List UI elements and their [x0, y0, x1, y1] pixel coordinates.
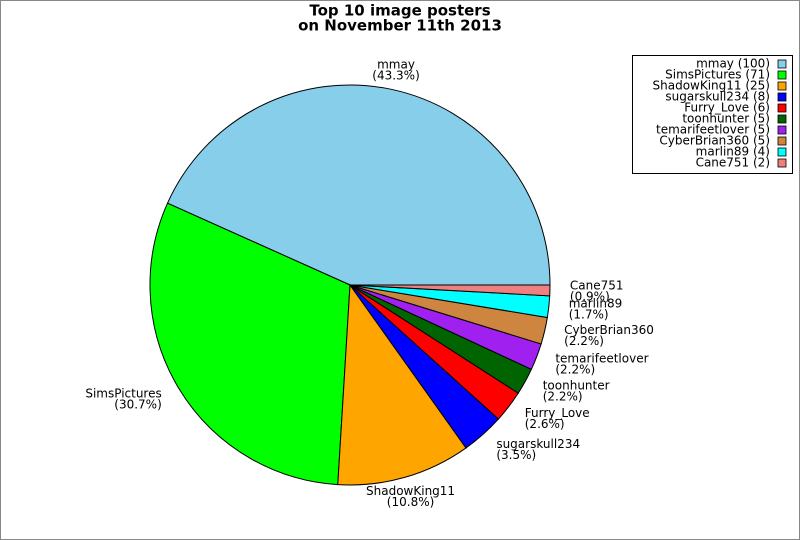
legend-label: SimsPictures (71) [665, 68, 770, 82]
legend-label: sugarskull234 (8) [665, 90, 770, 104]
legend-swatch [777, 158, 787, 168]
pie-slice [337, 283, 467, 486]
legend-label: temarifeetlover (5) [656, 123, 770, 137]
slice-label: mmay [377, 57, 415, 71]
slice-percent: (2.2%) [555, 362, 595, 376]
slice-label: ShadowKing11 [366, 484, 455, 498]
slice-percent: (43.3%) [372, 68, 419, 82]
legend-swatch [777, 92, 787, 102]
slice-percent: (10.8%) [387, 495, 434, 509]
legend-swatch [777, 125, 787, 135]
pie-slice [166, 84, 551, 286]
pie-slice [149, 202, 351, 486]
legend-box [632, 55, 793, 174]
chart-title: Top 10 image posters [309, 2, 490, 20]
legend-swatch [777, 114, 787, 124]
slice-label: temarifeetlover [555, 351, 648, 365]
slice-percent: (2.2%) [564, 334, 604, 348]
slice-percent: (2.6%) [525, 417, 565, 431]
legend-swatch [777, 136, 787, 146]
chart-subtitle: on November 11th 2013 [298, 17, 502, 35]
pie-slice [349, 284, 551, 297]
slice-percent: (2.2%) [543, 390, 583, 404]
legend-label: Furry_Love (6) [684, 101, 770, 115]
slice-label: sugarskull234 [496, 437, 580, 451]
slice-percent: (3.5%) [496, 448, 536, 462]
slice-label: Cane751 [570, 278, 624, 292]
legend-label: mmay (100) [696, 57, 770, 71]
legend-label: toonhunter (5) [682, 112, 770, 126]
legend-swatch [777, 70, 787, 80]
slice-label: marlin89 [569, 296, 623, 310]
legend-label: marlin89 (4) [696, 145, 770, 159]
slice-percent: (30.7%) [114, 397, 161, 411]
slice-label: SimsPictures [85, 386, 161, 400]
legend-swatch [777, 103, 787, 113]
legend-swatch [777, 59, 787, 69]
legend-swatch [777, 147, 787, 157]
legend-label: CyberBrian360 (5) [659, 134, 770, 148]
legend-swatch [777, 81, 787, 91]
slice-label: Furry_Love [525, 406, 590, 420]
legend-label: ShadowKing11 (25) [653, 79, 771, 93]
slice-percent: (1.7%) [569, 307, 609, 321]
legend-label: Cane751 (2) [696, 156, 770, 170]
slice-label: toonhunter [543, 379, 610, 393]
slice-percent: (0.9%) [570, 289, 610, 303]
slice-label: CyberBrian360 [564, 323, 654, 337]
